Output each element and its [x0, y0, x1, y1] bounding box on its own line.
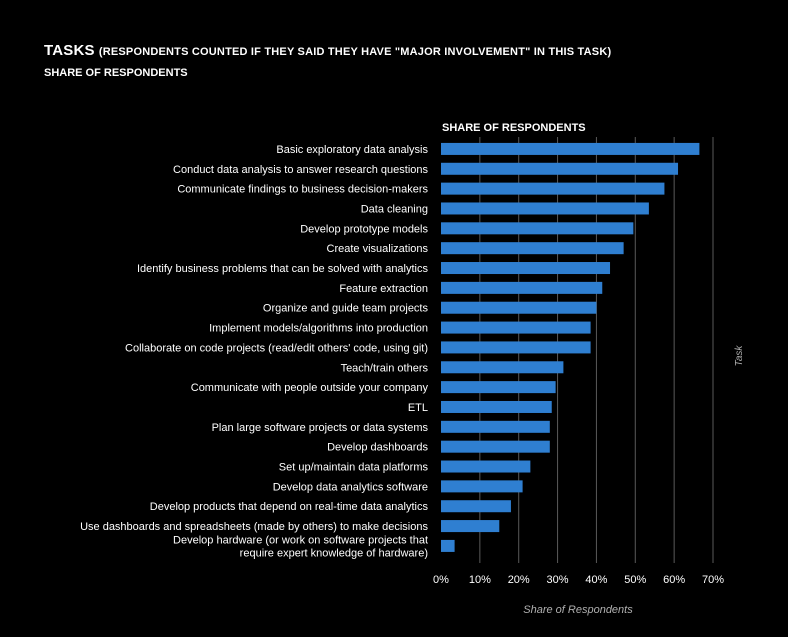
bar — [441, 361, 564, 374]
x-tick-label: 60% — [663, 574, 685, 586]
category-label: Develop data analytics software — [273, 481, 428, 493]
chart-title-sub: (RESPONDENTS COUNTED IF THEY SAID THEY H… — [98, 46, 612, 58]
x-tick-label: 20% — [508, 574, 530, 586]
bar — [441, 301, 597, 314]
bar — [441, 341, 591, 354]
category-label: Collaborate on code projects (read/edit … — [125, 342, 428, 354]
x-tick-label: 40% — [585, 574, 607, 586]
category-labels: Basic exploratory data analysis Conduct d… — [80, 144, 429, 559]
bar — [441, 539, 455, 552]
category-label: Develop products that depend on real-tim… — [150, 501, 429, 513]
x-axis-title: Share of Respondents — [523, 604, 633, 616]
bar — [441, 321, 591, 334]
bar — [441, 182, 665, 195]
category-label: Develop prototype models — [300, 223, 428, 235]
x-tick-label: 10% — [469, 574, 491, 586]
bar — [441, 420, 550, 433]
bar — [441, 162, 679, 175]
bar — [441, 202, 649, 215]
bar — [441, 440, 550, 453]
category-label: Communicate with people outside your com… — [191, 382, 429, 394]
panel-title: SHARE OF RESPONDENTS — [442, 122, 586, 134]
bar — [441, 242, 624, 255]
category-label: Identify business problems that can be s… — [137, 263, 429, 275]
bar — [441, 381, 556, 394]
category-label: Create visualizations — [327, 243, 429, 255]
bar — [441, 520, 500, 533]
x-tick-label: 70% — [702, 574, 724, 586]
bar — [441, 281, 603, 294]
y-axis-title: Task — [734, 345, 745, 367]
category-label: Set up/maintain data platforms — [279, 462, 429, 474]
bar — [441, 460, 531, 473]
category-label: Teach/train others — [341, 362, 429, 374]
category-label: Data cleaning — [361, 203, 428, 215]
category-label: Develop dashboards — [327, 442, 428, 454]
bar — [441, 142, 700, 155]
category-label: Feature extraction — [339, 283, 428, 295]
chart-subtitle: SHARE OF RESPONDENTS — [44, 67, 188, 79]
bar — [441, 480, 523, 493]
bar — [441, 400, 552, 413]
category-label: Develop hardware (or work on software pr… — [173, 534, 428, 559]
category-label: ETL — [408, 402, 428, 414]
x-tick-label: 0% — [433, 574, 449, 586]
bars — [441, 142, 700, 552]
bar — [441, 262, 611, 275]
x-tick-labels: 0% 10% 20% 30% 40% 50% 60% 70% — [433, 574, 724, 586]
category-label: Organize and guide team projects — [263, 303, 429, 315]
category-label: Implement models/algorithms into product… — [209, 323, 428, 335]
bar — [441, 222, 634, 235]
category-label: Use dashboards and spreadsheets (made by… — [80, 521, 428, 533]
chart-title-main: TASKS — [44, 42, 95, 59]
category-label: Basic exploratory data analysis — [276, 144, 428, 156]
category-label: Plan large software projects or data sys… — [212, 422, 429, 434]
x-tick-label: 50% — [624, 574, 646, 586]
bar — [441, 500, 511, 513]
category-label: Conduct data analysis to answer research… — [173, 164, 428, 176]
x-tick-label: 30% — [547, 574, 569, 586]
chart-title: TASKS (RESPONDENTS COUNTED IF THEY SAID … — [44, 42, 611, 59]
category-label: Communicate findings to business decisio… — [177, 184, 428, 196]
